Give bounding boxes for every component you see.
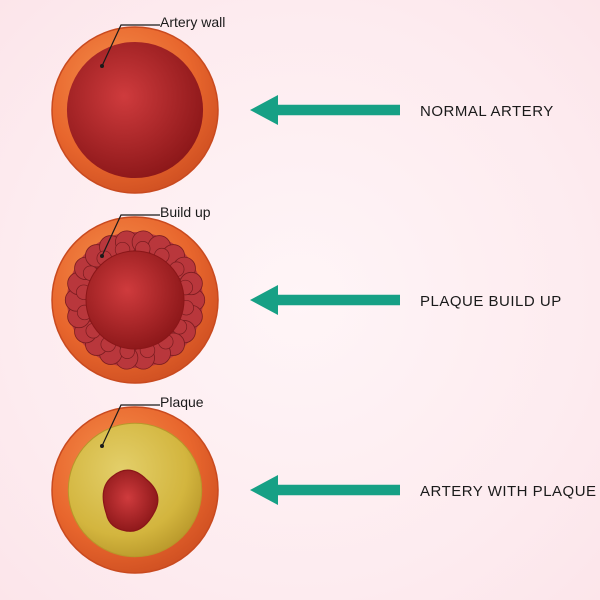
artery-cross-section-plaque: [50, 405, 220, 575]
stage-label-normal: NORMAL ARTERY: [420, 103, 554, 120]
callout-label-buildup: Build up: [160, 205, 211, 219]
callout-label-normal: Artery wall: [160, 15, 225, 29]
stage-plaque: Plaque ARTERY WITH PLAQUE: [0, 395, 600, 585]
stage-buildup: Build up PLAQUE BUILD UP: [0, 205, 600, 395]
artery-cross-section-normal: [50, 25, 220, 195]
stage-label-buildup: PLAQUE BUILD UP: [420, 293, 562, 310]
stage-label-plaque: ARTERY WITH PLAQUE: [420, 483, 597, 500]
artery-cross-section-buildup: [50, 215, 220, 385]
callout-label-plaque: Plaque: [160, 395, 204, 409]
stage-normal: Artery wall NORMAL ARTERY: [0, 15, 600, 205]
